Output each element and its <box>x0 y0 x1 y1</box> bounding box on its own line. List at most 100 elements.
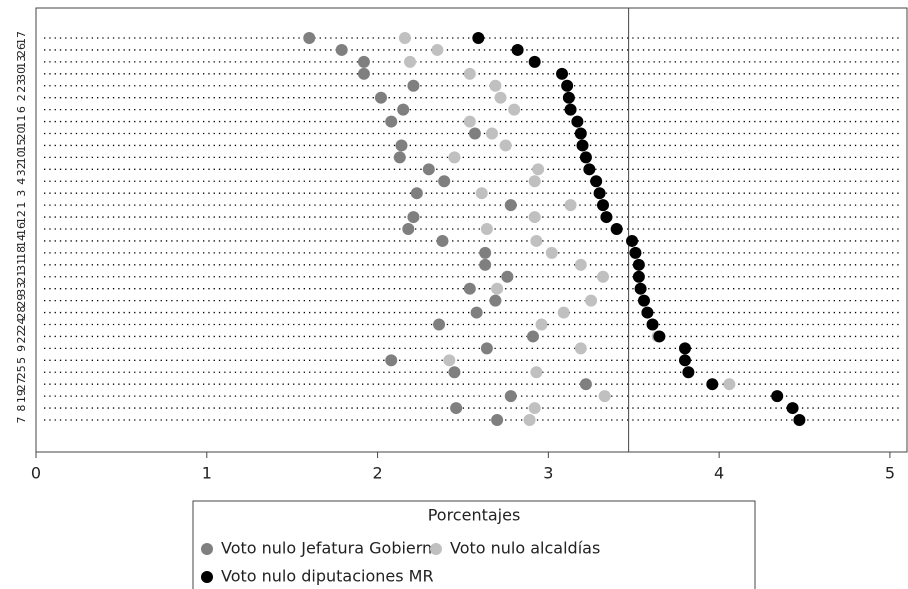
y-tick-label: 30 <box>15 67 28 81</box>
dot <box>407 211 420 224</box>
dot <box>557 306 570 319</box>
dot <box>528 211 541 224</box>
dot <box>491 414 504 426</box>
dot <box>597 199 610 212</box>
x-tick-label: 3 <box>543 464 553 483</box>
dot <box>479 246 492 259</box>
y-tick-label: 15 <box>15 138 28 152</box>
dot <box>556 67 569 80</box>
x-tick-label: 1 <box>202 464 212 483</box>
x-tick-label: 2 <box>372 464 382 483</box>
dot <box>574 258 587 271</box>
dot <box>561 79 574 92</box>
dot <box>646 318 659 331</box>
y-tick-label: 29 <box>15 294 28 308</box>
dot <box>485 127 498 140</box>
dot <box>504 199 517 212</box>
dot <box>632 258 645 271</box>
dot <box>564 199 577 212</box>
y-tick-label: 26 <box>15 43 28 57</box>
dot <box>786 402 799 415</box>
dot <box>407 79 420 92</box>
legend-swatch <box>201 571 213 583</box>
dot <box>535 318 548 331</box>
dot <box>682 366 695 379</box>
dot <box>574 127 587 140</box>
y-tick-label: 11 <box>15 115 28 129</box>
dot <box>494 91 507 104</box>
y-tick-label: 27 <box>15 377 28 391</box>
legend-swatch <box>201 543 213 555</box>
dot <box>508 103 521 116</box>
dot <box>678 354 691 367</box>
y-tick-label: 18 <box>15 246 28 260</box>
dot <box>463 115 476 128</box>
y-tick-label: 4 <box>15 178 28 185</box>
dot <box>475 187 488 200</box>
plot-frame <box>35 7 908 453</box>
y-tick-label: 8 <box>15 405 28 412</box>
dot <box>489 294 502 307</box>
dot <box>491 282 504 295</box>
dot <box>463 282 476 295</box>
dot <box>532 163 545 176</box>
legend-label: Voto nulo diputaciones MR <box>221 567 434 586</box>
dot <box>357 67 370 80</box>
dot <box>397 103 410 116</box>
y-tick-label: 33 <box>15 282 28 296</box>
dot <box>637 294 650 307</box>
dot <box>528 402 541 415</box>
dot <box>468 127 481 140</box>
dot <box>771 390 784 403</box>
dot <box>501 270 514 283</box>
dot <box>530 366 543 379</box>
y-tick-label: 7 <box>15 417 28 424</box>
legend-swatch <box>430 543 442 555</box>
dot <box>571 115 584 128</box>
dot <box>511 43 524 56</box>
dot <box>402 223 415 235</box>
dot <box>634 282 647 295</box>
dot <box>463 67 476 80</box>
y-tick-label: 23 <box>15 79 28 93</box>
legend-box <box>192 500 756 589</box>
dot <box>410 187 423 200</box>
y-tick-label: 28 <box>15 306 28 320</box>
dot <box>404 55 417 68</box>
dot <box>448 366 461 379</box>
x-tick-label: 5 <box>885 464 895 483</box>
dot <box>579 151 592 164</box>
dot <box>653 330 666 343</box>
dot <box>706 378 719 391</box>
y-tick-label: 21 <box>15 270 28 284</box>
dot <box>443 354 456 367</box>
dot <box>564 103 577 116</box>
dot <box>632 270 645 283</box>
dot <box>526 330 539 343</box>
dot <box>431 43 444 56</box>
dot <box>523 414 536 426</box>
dot <box>395 139 408 152</box>
y-tick-label: 22 <box>15 329 28 343</box>
dot <box>545 246 558 259</box>
y-tick-label: 20 <box>15 127 28 141</box>
y-tick-label: 2 <box>15 94 28 101</box>
dot <box>438 175 451 188</box>
y-tick-label: 16 <box>15 222 28 236</box>
dot <box>385 354 398 367</box>
dot <box>528 55 541 68</box>
dot <box>303 32 316 44</box>
y-tick-label: 13 <box>15 55 28 69</box>
dot <box>585 294 598 307</box>
legend-label: Voto nulo Jefatura Gobierno <box>221 539 442 558</box>
y-tick-label: 10 <box>15 150 28 164</box>
y-tick-label: 32 <box>15 162 28 176</box>
y-tick-label: 19 <box>15 389 28 403</box>
y-tick-label: 14 <box>15 234 28 248</box>
dot <box>499 139 512 152</box>
dot <box>610 223 623 235</box>
dot <box>528 175 541 188</box>
dot <box>422 163 435 176</box>
dot <box>357 55 370 68</box>
